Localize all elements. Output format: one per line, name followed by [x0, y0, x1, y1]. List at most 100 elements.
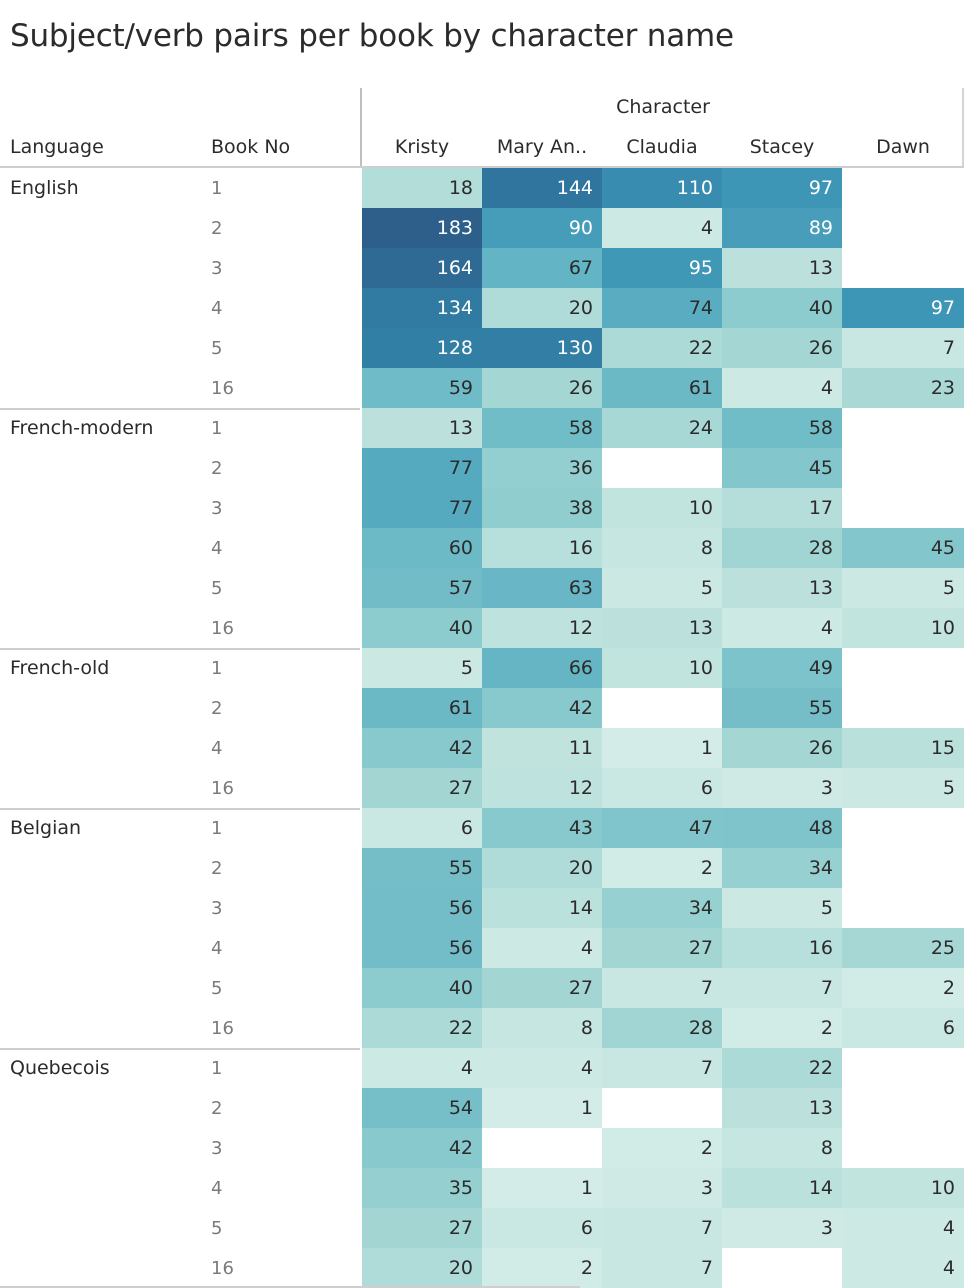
heatmap-cell[interactable]: 4: [362, 1048, 482, 1088]
heatmap-cell[interactable]: 1: [482, 1168, 602, 1208]
heatmap-cell[interactable]: 17: [722, 488, 842, 528]
heatmap-cell[interactable]: 6: [482, 1208, 602, 1248]
heatmap-cell[interactable]: [842, 448, 964, 488]
heatmap-cell[interactable]: 97: [842, 288, 964, 328]
heatmap-cell[interactable]: 10: [602, 488, 722, 528]
heatmap-cell[interactable]: [842, 848, 964, 888]
heatmap-cell[interactable]: 7: [602, 1048, 722, 1088]
heatmap-cell[interactable]: 5: [842, 768, 964, 808]
heatmap-cell[interactable]: 38: [482, 488, 602, 528]
heatmap-cell[interactable]: 2: [722, 1008, 842, 1048]
heatmap-cell[interactable]: 8: [482, 1008, 602, 1048]
heatmap-cell[interactable]: 5: [842, 568, 964, 608]
heatmap-cell[interactable]: 27: [482, 968, 602, 1008]
heatmap-cell[interactable]: 35: [362, 1168, 482, 1208]
heatmap-cell[interactable]: 22: [722, 1048, 842, 1088]
heatmap-cell[interactable]: 27: [362, 768, 482, 808]
heatmap-cell[interactable]: 13: [722, 1088, 842, 1128]
heatmap-cell[interactable]: 20: [362, 1248, 482, 1288]
heatmap-cell[interactable]: 2: [482, 1248, 602, 1288]
heatmap-cell[interactable]: 77: [362, 488, 482, 528]
heatmap-cell[interactable]: 4: [482, 1048, 602, 1088]
heatmap-cell[interactable]: 128: [362, 328, 482, 368]
heatmap-cell[interactable]: 4: [602, 208, 722, 248]
heatmap-cell[interactable]: [842, 1128, 964, 1168]
heatmap-cell[interactable]: 18: [362, 168, 482, 208]
heatmap-cell[interactable]: 6: [842, 1008, 964, 1048]
heatmap-cell[interactable]: 13: [722, 248, 842, 288]
heatmap-cell[interactable]: 2: [602, 848, 722, 888]
heatmap-cell[interactable]: [842, 408, 964, 448]
heatmap-cell[interactable]: [842, 168, 964, 208]
heatmap-cell[interactable]: 26: [482, 368, 602, 408]
heatmap-cell[interactable]: 40: [362, 608, 482, 648]
heatmap-cell[interactable]: 12: [482, 608, 602, 648]
heatmap-cell[interactable]: [842, 648, 964, 688]
heatmap-cell[interactable]: 26: [722, 728, 842, 768]
heatmap-cell[interactable]: 63: [482, 568, 602, 608]
heatmap-cell[interactable]: 3: [722, 768, 842, 808]
heatmap-cell[interactable]: 34: [602, 888, 722, 928]
heatmap-cell[interactable]: 24: [602, 408, 722, 448]
heatmap-cell[interactable]: 22: [362, 1008, 482, 1048]
heatmap-cell[interactable]: 4: [842, 1208, 964, 1248]
heatmap-cell[interactable]: 58: [482, 408, 602, 448]
heatmap-cell[interactable]: 7: [842, 328, 964, 368]
heatmap-cell[interactable]: 97: [722, 168, 842, 208]
heatmap-cell[interactable]: 54: [362, 1088, 482, 1128]
heatmap-cell[interactable]: 6: [362, 808, 482, 848]
heatmap-cell[interactable]: 16: [482, 528, 602, 568]
heatmap-cell[interactable]: 14: [722, 1168, 842, 1208]
heatmap-cell[interactable]: 11: [482, 728, 602, 768]
heatmap-cell[interactable]: 42: [482, 688, 602, 728]
heatmap-cell[interactable]: 4: [722, 608, 842, 648]
heatmap-cell[interactable]: [602, 448, 722, 488]
heatmap-cell[interactable]: 55: [722, 688, 842, 728]
heatmap-cell[interactable]: 55: [362, 848, 482, 888]
heatmap-cell[interactable]: 25: [842, 928, 964, 968]
heatmap-cell[interactable]: [842, 248, 964, 288]
heatmap-cell[interactable]: 59: [362, 368, 482, 408]
heatmap-cell[interactable]: [842, 888, 964, 928]
heatmap-cell[interactable]: 58: [722, 408, 842, 448]
heatmap-cell[interactable]: 4: [722, 368, 842, 408]
heatmap-cell[interactable]: 10: [602, 648, 722, 688]
heatmap-cell[interactable]: 40: [722, 288, 842, 328]
heatmap-cell[interactable]: 28: [602, 1008, 722, 1048]
heatmap-cell[interactable]: 57: [362, 568, 482, 608]
heatmap-cell[interactable]: 45: [722, 448, 842, 488]
heatmap-cell[interactable]: 8: [602, 528, 722, 568]
heatmap-cell[interactable]: 3: [722, 1208, 842, 1248]
heatmap-cell[interactable]: 20: [482, 288, 602, 328]
heatmap-cell[interactable]: 67: [482, 248, 602, 288]
heatmap-cell[interactable]: 61: [602, 368, 722, 408]
heatmap-cell[interactable]: 13: [362, 408, 482, 448]
heatmap-cell[interactable]: 36: [482, 448, 602, 488]
heatmap-cell[interactable]: 74: [602, 288, 722, 328]
heatmap-cell[interactable]: [842, 1048, 964, 1088]
heatmap-cell[interactable]: [842, 1088, 964, 1128]
heatmap-cell[interactable]: 2: [602, 1128, 722, 1168]
heatmap-cell[interactable]: 27: [602, 928, 722, 968]
heatmap-cell[interactable]: 7: [602, 1208, 722, 1248]
heatmap-cell[interactable]: 7: [722, 968, 842, 1008]
heatmap-cell[interactable]: 43: [482, 808, 602, 848]
heatmap-cell[interactable]: 66: [482, 648, 602, 688]
heatmap-cell[interactable]: 23: [842, 368, 964, 408]
heatmap-cell[interactable]: 56: [362, 888, 482, 928]
heatmap-cell[interactable]: 10: [842, 608, 964, 648]
heatmap-cell[interactable]: 1: [482, 1088, 602, 1128]
heatmap-cell[interactable]: 183: [362, 208, 482, 248]
heatmap-cell[interactable]: 49: [722, 648, 842, 688]
heatmap-cell[interactable]: [842, 488, 964, 528]
heatmap-cell[interactable]: 5: [362, 648, 482, 688]
heatmap-cell[interactable]: 48: [722, 808, 842, 848]
heatmap-cell[interactable]: 14: [482, 888, 602, 928]
heatmap-cell[interactable]: [602, 688, 722, 728]
heatmap-cell[interactable]: 34: [722, 848, 842, 888]
heatmap-cell[interactable]: 22: [602, 328, 722, 368]
heatmap-cell[interactable]: 5: [722, 888, 842, 928]
heatmap-cell[interactable]: [482, 1128, 602, 1168]
heatmap-cell[interactable]: [842, 208, 964, 248]
heatmap-cell[interactable]: 7: [602, 1248, 722, 1288]
